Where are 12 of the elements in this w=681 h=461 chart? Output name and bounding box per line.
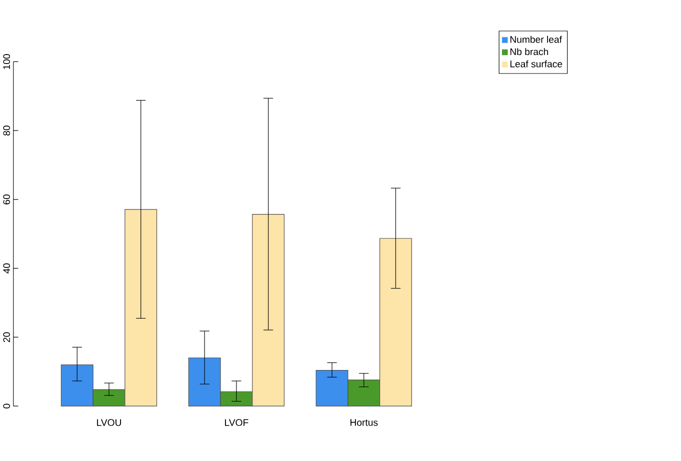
- legend-label: Leaf surface: [510, 60, 562, 68]
- y-tick-label: 80: [3, 126, 10, 136]
- y-tick-label: 20: [3, 332, 10, 342]
- x-tick-label: Hortus: [350, 419, 378, 426]
- y-tick-label: 0: [3, 404, 10, 408]
- y-tick-label: 40: [3, 263, 10, 274]
- x-tick-label: LVOF: [225, 419, 248, 426]
- legend-label: Nb brach: [510, 48, 548, 56]
- y-tick-label: 100: [3, 54, 10, 69]
- x-tick-label: LVOU: [97, 419, 121, 426]
- legend-label: Number leaf: [510, 36, 562, 43]
- y-tick-label: 60: [3, 194, 10, 204]
